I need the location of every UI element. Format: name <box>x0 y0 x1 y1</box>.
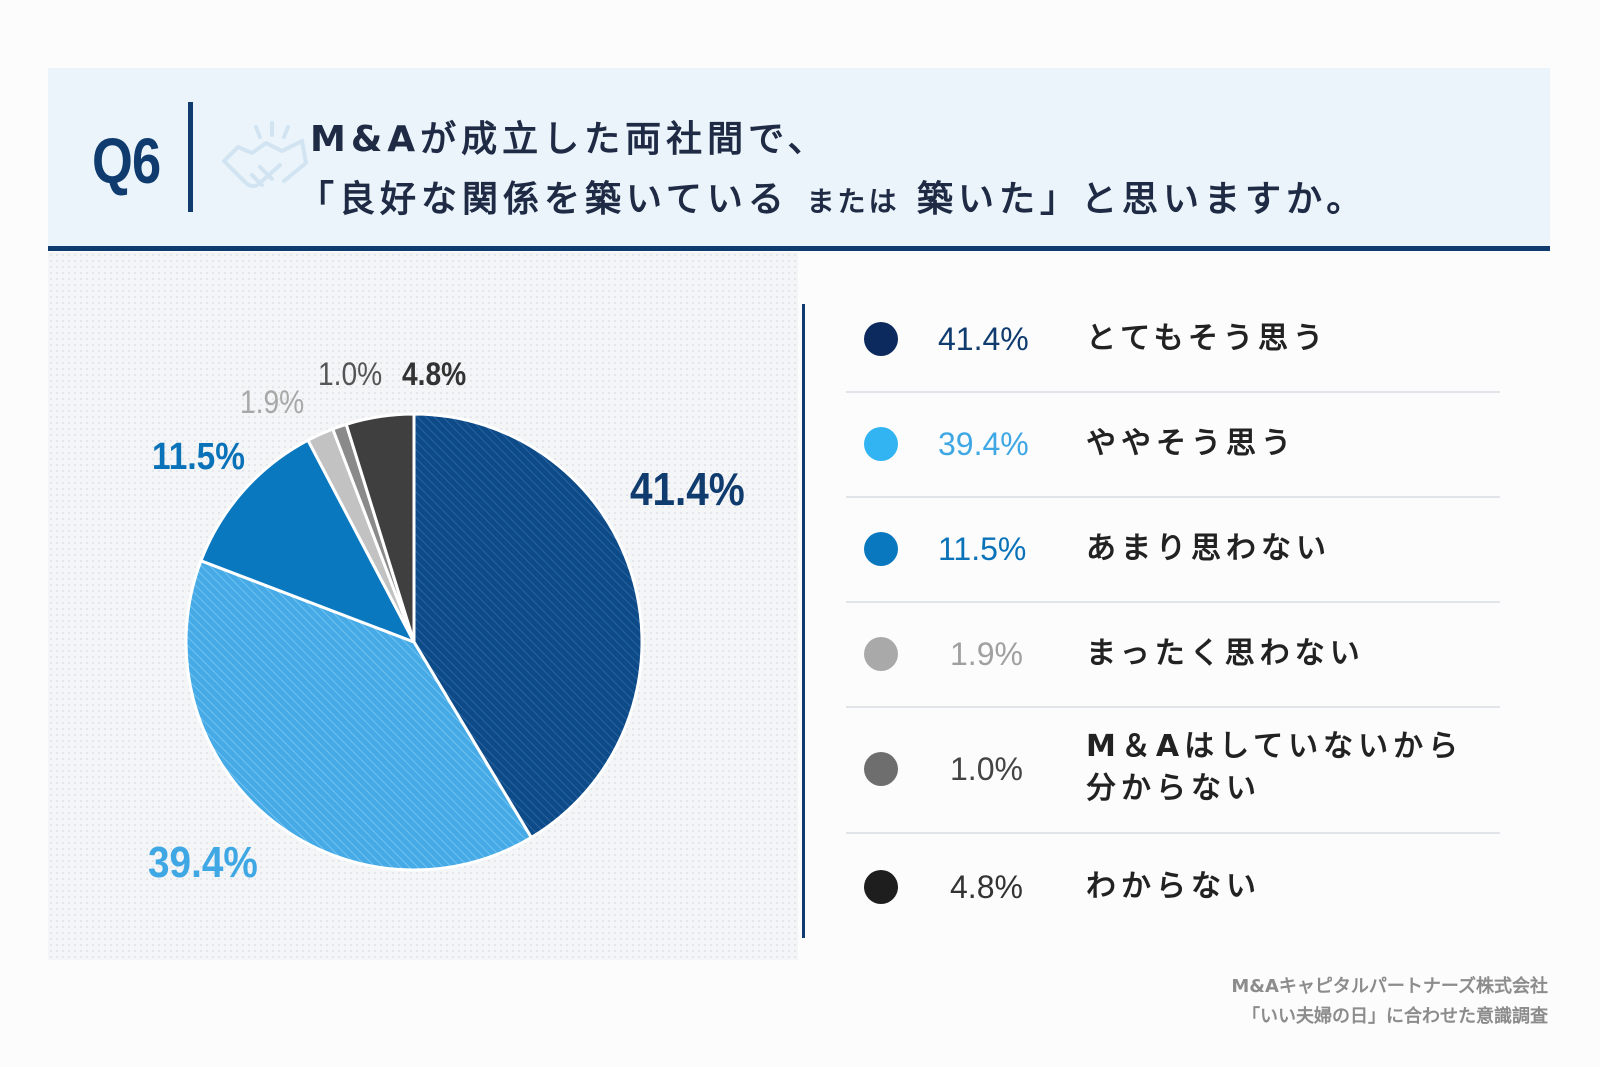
pie-chart <box>184 412 644 872</box>
legend-item-not-really: 11.5% あまり思わない <box>846 498 1500 603</box>
pie-label-11: 11.5% <box>152 436 245 478</box>
pie-label-1-9: 1.9% <box>240 384 305 420</box>
legend-item-very-much: 41.4% とてもそう思う <box>846 288 1500 393</box>
pie-slice-somewhat <box>184 559 533 872</box>
legend-text: ややそう思う <box>1086 426 1296 461</box>
pie-label-41: 41.4% <box>630 463 745 515</box>
chart-legend-divider <box>802 304 805 938</box>
legend-dot <box>864 752 898 786</box>
question-line-2: 「良好な関係を築いている または 築いた」と思いますか。 <box>298 170 1367 222</box>
pie-slice-not-really <box>199 438 416 644</box>
pie-label-39: 39.4% <box>148 838 258 887</box>
header-divider <box>188 102 193 212</box>
legend-dot <box>864 870 898 904</box>
pie-label-1-0: 1.0% <box>318 356 383 392</box>
legend-item-no-ma: 1.0% M＆Aはしていないから 分からない <box>846 708 1500 834</box>
legend-item-dont-know: 4.8% わからない <box>846 834 1500 937</box>
legend-text: わからない <box>1086 869 1261 904</box>
legend-dot <box>864 637 898 671</box>
source-company: M&Aキャピタルパートナーズ株式会社 <box>1231 976 1548 997</box>
pie-slice-very-much <box>412 412 644 840</box>
legend-text: まったく思わない <box>1086 636 1365 671</box>
legend-dot <box>864 322 898 356</box>
legend-item-not-at-all: 1.9% まったく思わない <box>846 603 1500 708</box>
question-header: Q6 M&Aが成立した両社間で、 「良好な関係を築いている または 築いた」と思… <box>48 68 1550 251</box>
question-line-1: M&Aが成立した両社間で、 <box>310 119 829 160</box>
pie-slice-dont-know <box>344 412 416 644</box>
question-number: Q6 <box>92 125 161 197</box>
question-line-2a: 「良好な関係を築いている <box>298 179 789 220</box>
source-note: M&Aキャピタルパートナーズ株式会社 「いい夫婦の日」に合わせた意識調査 <box>1231 972 1548 1032</box>
legend-text: とてもそう思う <box>1086 321 1328 356</box>
legend-text: あまり思わない <box>1086 531 1331 566</box>
legend-dot <box>864 532 898 566</box>
legend-pct: 1.9% <box>950 636 1023 672</box>
legend-text-line1: M＆Aはしていないから <box>1086 729 1464 764</box>
pie-chart-panel: 41.4% 39.4% 11.5% 1.9% 1.0% 4.8% <box>48 252 798 960</box>
handshake-icon <box>222 121 308 188</box>
legend-pct: 11.5% <box>938 531 1027 567</box>
legend-pct: 41.4% <box>938 321 1029 357</box>
source-survey: 「いい夫婦の日」に合わせた意識調査 <box>1242 1006 1548 1027</box>
legend-item-somewhat: 39.4% ややそう思う <box>846 393 1500 498</box>
legend-text: M＆Aはしていないから 分からない <box>1086 726 1463 810</box>
legend-pct: 4.8% <box>950 869 1023 905</box>
legend: 41.4% とてもそう思う 39.4% ややそう思う 11.5% あまり思わない… <box>846 288 1500 937</box>
legend-text-line2: 分からない <box>1086 771 1261 806</box>
legend-pct: 39.4% <box>938 426 1029 462</box>
pie-label-4-8: 4.8% <box>402 356 467 392</box>
legend-dot <box>864 427 898 461</box>
legend-pct: 1.0% <box>950 751 1023 787</box>
question-line-2c: 築いた」と思いますか。 <box>917 179 1368 220</box>
question-line-2b: または <box>806 185 900 218</box>
